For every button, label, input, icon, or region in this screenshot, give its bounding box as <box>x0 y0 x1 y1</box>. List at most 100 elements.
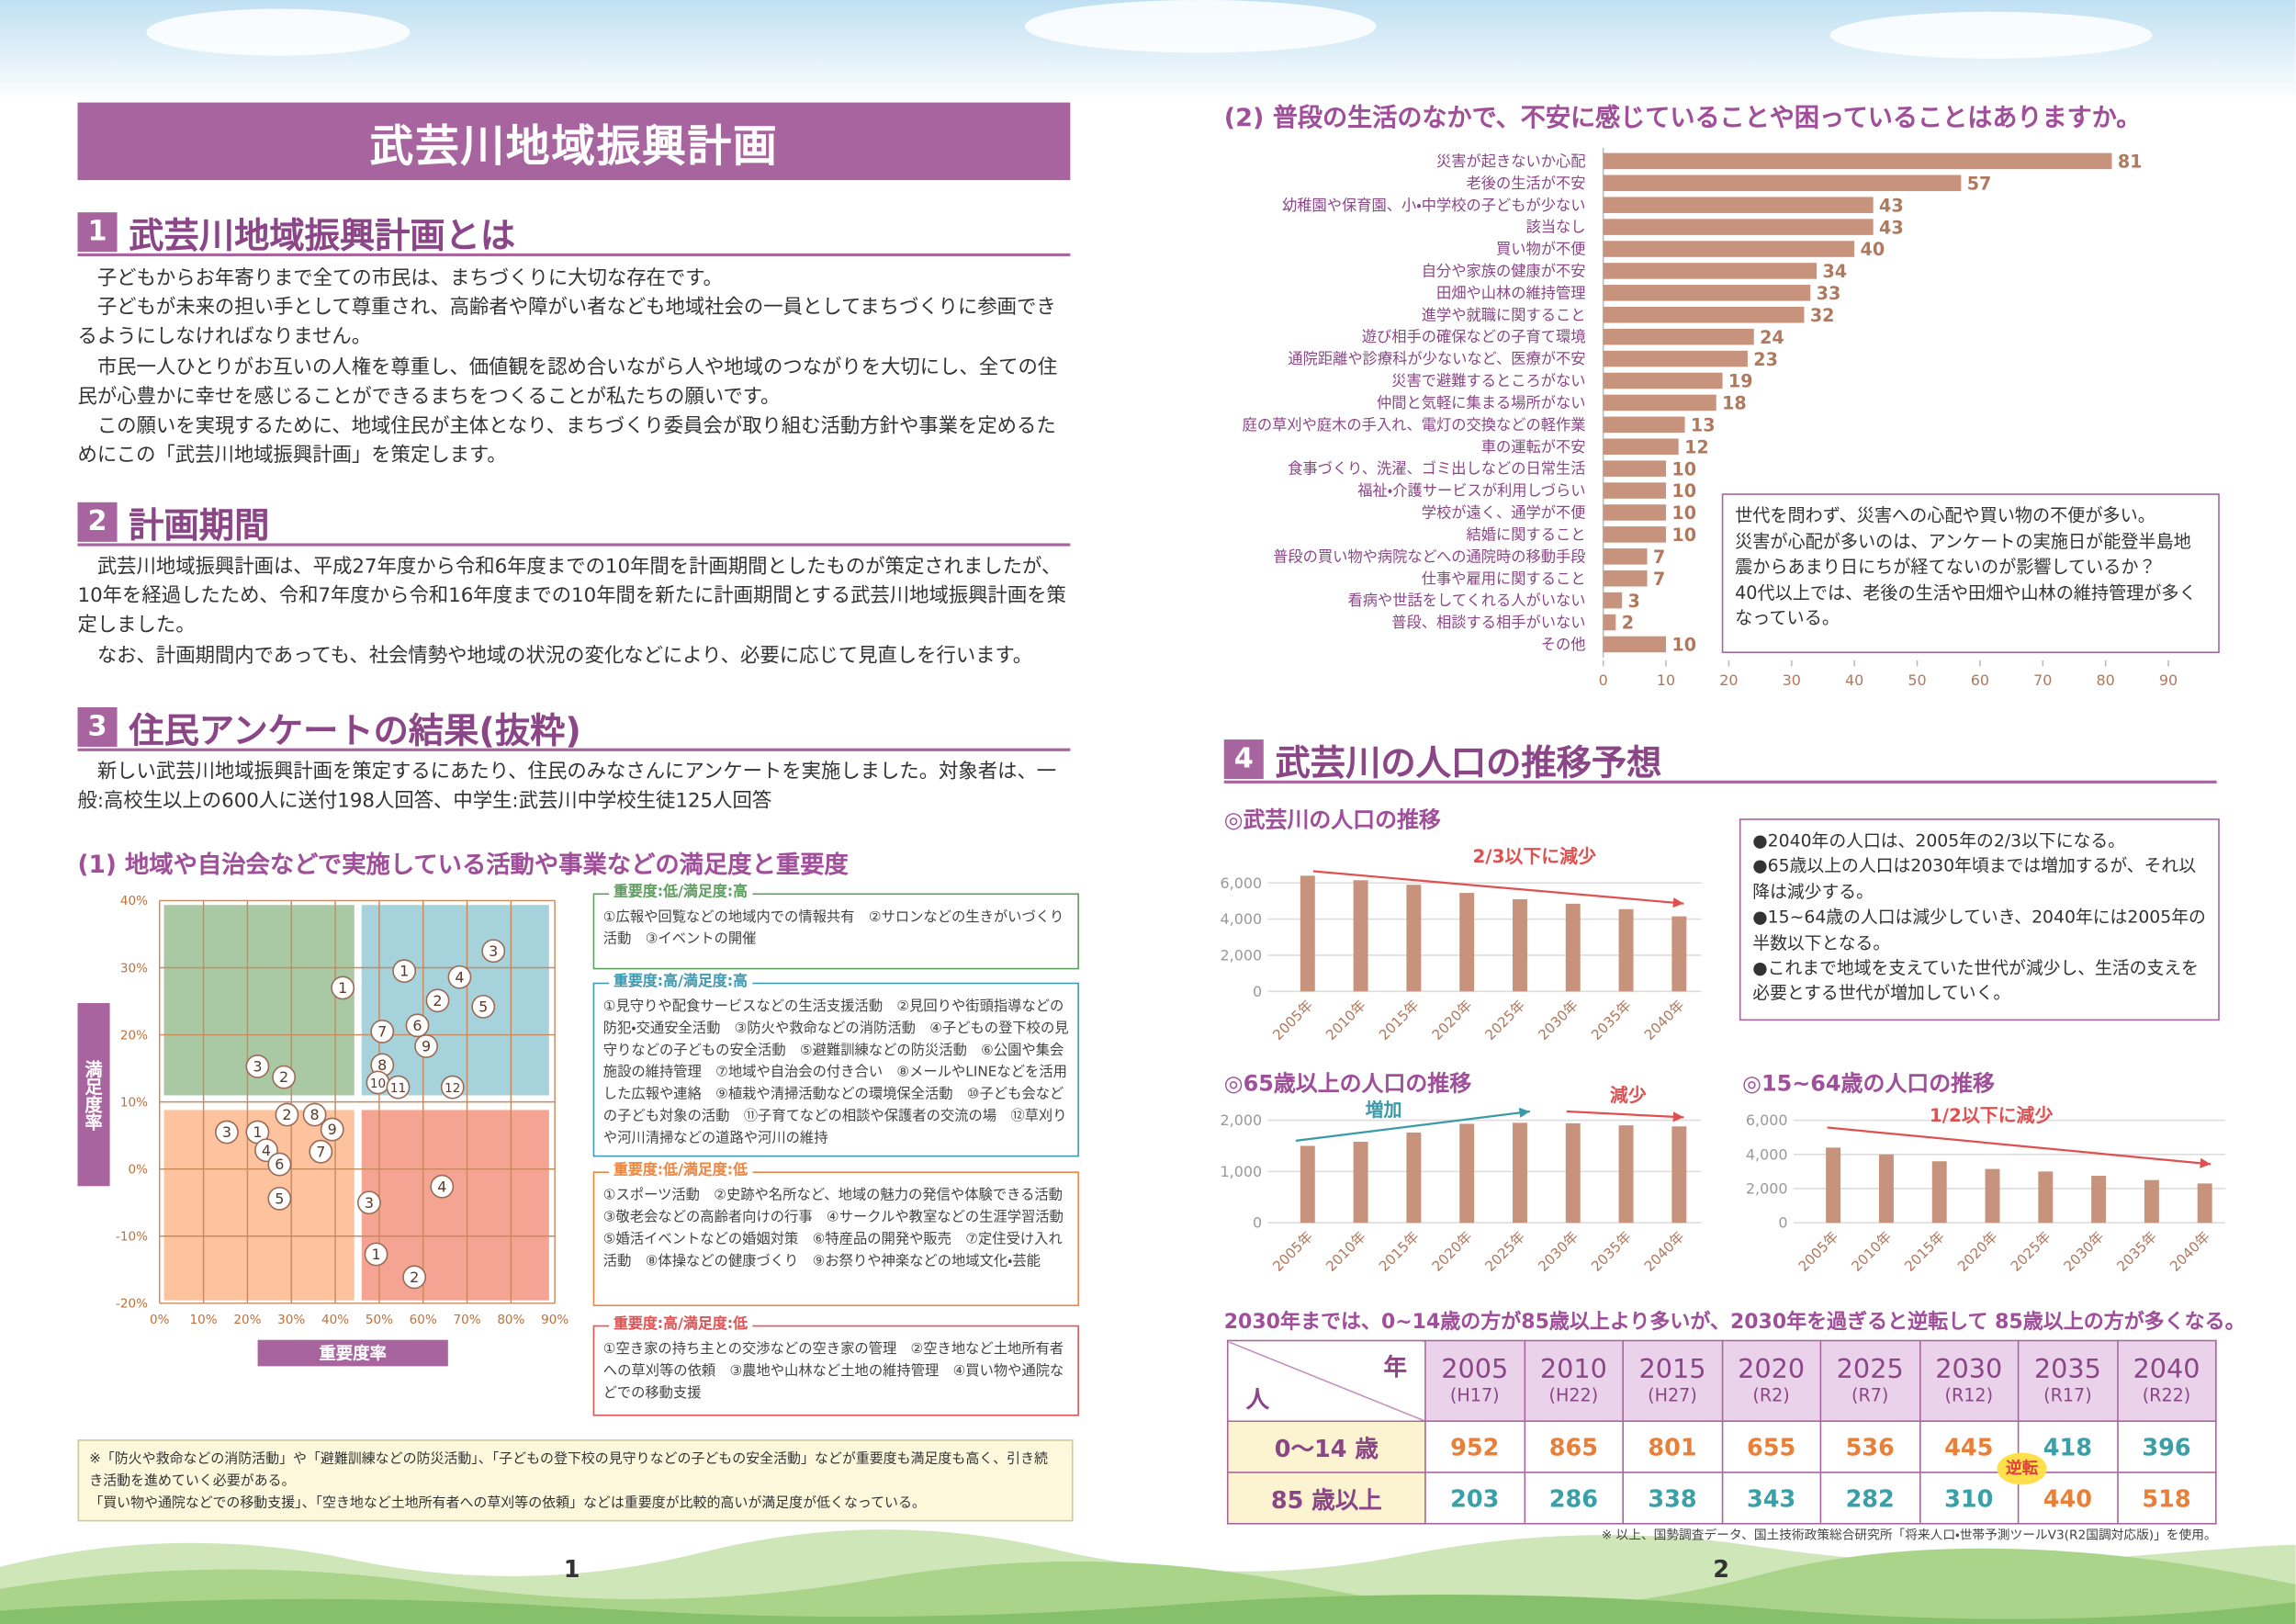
bar <box>2144 1179 2159 1224</box>
bar <box>1406 1132 1422 1224</box>
x-tick-label: 20 <box>1719 671 1738 689</box>
paragraph: 市民一人ひとりがお互いの人権を尊重し、価値観を認め合いながら人や地域のつながりを… <box>77 356 1058 409</box>
point-label: 3 <box>222 1123 231 1141</box>
point-label: 8 <box>377 1056 387 1074</box>
row-label: 0〜14 歳 <box>1226 1420 1426 1473</box>
data-point <box>309 1139 333 1164</box>
bar <box>1300 1145 1315 1224</box>
bar <box>1826 1147 1841 1224</box>
value-label: 10 <box>1671 635 1696 656</box>
chart-title: ◎15~64歳の人口の推移 <box>1742 1070 1995 1098</box>
point-label: 1 <box>400 963 409 980</box>
bar <box>1513 1122 1527 1224</box>
data-point <box>440 1075 465 1100</box>
category-label: 自分や家族の健康が不安 <box>1422 263 1586 280</box>
x-tick-label: 90 <box>2159 671 2178 689</box>
paragraph: なお、計画期間内であっても、社会情勢や地域の状況の変化などにより、必要に応じて見… <box>96 645 1033 668</box>
y-tick-label: 2,000 <box>1746 1180 1788 1198</box>
data-point <box>481 939 506 964</box>
y-tick-label: 2,000 <box>1221 1111 1263 1129</box>
arrow-head <box>2200 1157 2212 1168</box>
value-label: 32 <box>1810 305 1835 326</box>
legend-heading: 重要度:低/満足度:低 <box>609 1161 752 1182</box>
data-point <box>302 1102 327 1127</box>
category-label: 遊び相手の確保などの子育て環境 <box>1362 328 1586 345</box>
bar <box>1603 482 1667 499</box>
category-label: 災害で避難するところがない <box>1391 372 1585 389</box>
paragraph: 武芸川地域振興計画は、平成27年度から令和6年度までの10年間を計画期間としたも… <box>77 556 1066 638</box>
data-point <box>267 1152 292 1177</box>
data-point <box>471 994 496 1019</box>
hill <box>0 1595 2296 1624</box>
bar <box>1603 636 1667 653</box>
bar <box>1603 372 1723 389</box>
point-label: 8 <box>310 1106 320 1123</box>
chart-title: ◎65歳以上の人口の推移 <box>1223 1070 1472 1098</box>
bar <box>2197 1183 2212 1224</box>
x-tick-label: 2025年 <box>2008 1228 2054 1275</box>
header-row: 年人 2005 (H17) 2010 (H22) 2015 (H27) 2020 (R2) 202… <box>1226 1339 2217 1422</box>
corner-left: 人 <box>1245 1385 1270 1414</box>
population-table: 年人 2005 (H17) 2010 (H22) 2015 (H27) 2020 (R2) 202… <box>1226 1339 2217 1525</box>
paragraph: 世代を問わず、災害への心配や買い物の不便が多い。 <box>1735 504 2155 526</box>
bar <box>1353 1141 1368 1224</box>
x-tick-label: 2040年 <box>2167 1228 2213 1275</box>
category-label: 進学や就職に関すること <box>1422 306 1586 323</box>
paragraph: 子どもからお年寄りまで全ての市民は、まちづくりに大切な存在です。 <box>96 267 723 290</box>
data-point <box>405 1013 430 1038</box>
point-label: 4 <box>262 1142 271 1159</box>
point-label: 12 <box>445 1081 460 1096</box>
row-label: 85 歳以上 <box>1226 1472 1426 1525</box>
bar <box>1603 526 1667 543</box>
category-label: 車の運転が不安 <box>1481 438 1586 456</box>
y-tick-label: 40% <box>120 894 148 908</box>
paragraph: ●65歳以上の人口は2030年頃までは増加するが、それ以降は減少する。 <box>1752 855 2197 902</box>
x-tick-label: 30% <box>277 1313 305 1327</box>
year: 2015 <box>1638 1354 1706 1386</box>
page-number: 2 <box>1713 1555 1729 1584</box>
cell: 536 <box>1819 1420 1920 1473</box>
cell: 282 <box>1819 1472 1920 1525</box>
x-tick-label: 2015年 <box>1376 1228 1423 1275</box>
bar <box>1459 1123 1475 1224</box>
category-label: 通院距離や診療科が少ないなど、医療が不安 <box>1288 350 1585 367</box>
y-tick-label: 0 <box>1253 1214 1262 1232</box>
year: 2030 <box>1935 1354 2003 1386</box>
section-number: 3 <box>77 706 118 747</box>
paragraph: 40代以上では、老後の生活や田畑や山林の維持管理が多くなっている。 <box>1735 581 2197 628</box>
data-point <box>370 1020 395 1043</box>
year-header: 2035 (R17) <box>2017 1339 2119 1422</box>
cell: 286 <box>1523 1472 1624 1525</box>
bar <box>2091 1176 2107 1224</box>
bar <box>1603 219 1874 235</box>
point-label: 6 <box>275 1156 284 1173</box>
chart-title: ◎武芸川の人口の推移 <box>1223 806 1441 834</box>
cell: 343 <box>1720 1472 1822 1525</box>
cloud <box>1024 0 1377 53</box>
point-label: 2 <box>282 1106 291 1123</box>
section-heading: 2 計画期間 <box>77 500 1071 547</box>
x-tick-label: 2040年 <box>1641 997 1688 1043</box>
section-text: 子どもからお年寄りまで全ての市民は、まちづくりに大切な存在です。子どもが未来の担… <box>77 265 1073 472</box>
annotation: 減少 <box>1610 1084 1647 1106</box>
data-point <box>425 988 450 1013</box>
x-tick-label: 10% <box>190 1313 218 1327</box>
paragraph: 子どもが未来の担い手として尊重され、高齢者や障がい者なども地域社会の一員としてま… <box>77 297 1056 350</box>
bar <box>1459 893 1475 992</box>
x-tick-label: 10 <box>1657 671 1675 689</box>
paragraph: ●15~64歳の人口は減少していき、2040年には2005年の半数以下となる。 <box>1752 907 2206 953</box>
x-tick-label: 2010年 <box>1322 997 1369 1043</box>
legend-heading: 重要度:低/満足度:高 <box>609 883 752 904</box>
x-tick-label: 2005年 <box>1269 1228 1316 1275</box>
legend-box: 重要度:低/満足度:低 ①スポーツ活動 ②史跡や名所など、地域の魅力の発信や体験で… <box>592 1161 1079 1307</box>
year: 2020 <box>1738 1354 1806 1386</box>
legend-box: 重要度:高/満足度:低 ①空き家の持ち主との交渉などの空き家の管理 ②空き地など土… <box>592 1314 1079 1416</box>
bar <box>1603 175 1962 192</box>
x-tick-label: 2005年 <box>1269 997 1316 1043</box>
x-tick-label: 2005年 <box>1795 1228 1842 1275</box>
x-tick-label: 2015年 <box>1901 1228 1948 1275</box>
data-point <box>267 1186 292 1211</box>
